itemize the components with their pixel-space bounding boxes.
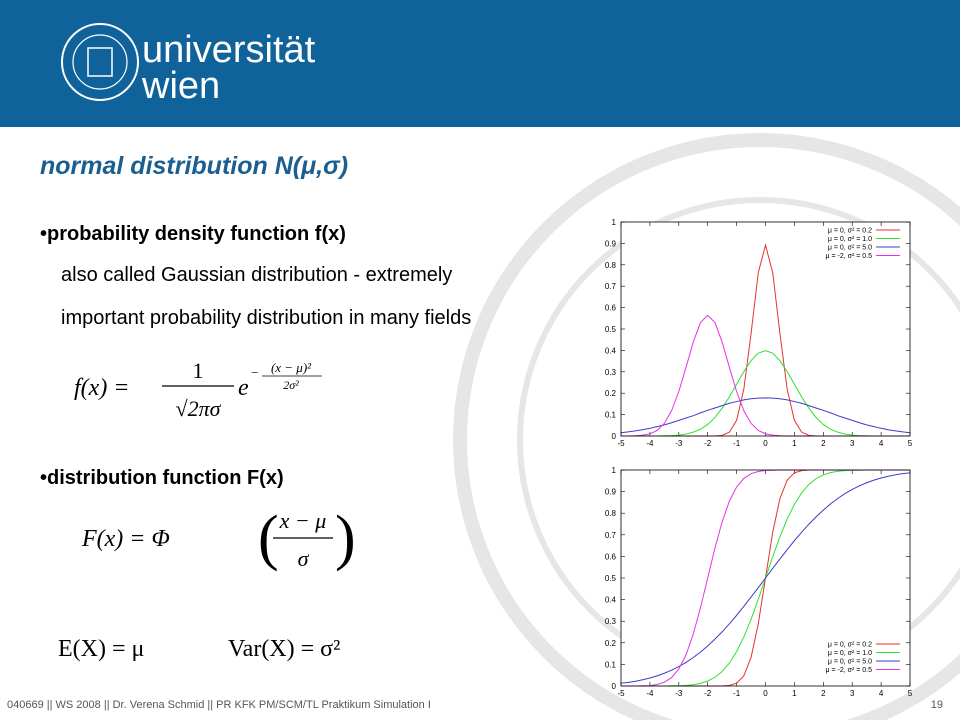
plot-area <box>621 222 910 436</box>
footer: 040669 || WS 2008 || Dr. Verena Schmid |… <box>7 699 431 711</box>
y-tick-label: 0.1 <box>605 660 617 669</box>
legend-label: μ = 0, σ² = 5.0 <box>828 659 872 666</box>
x-tick-label: -2 <box>704 689 712 698</box>
y-tick-label: 0.8 <box>605 509 617 518</box>
y-tick-label: 0.2 <box>605 389 617 398</box>
x-tick-label: -4 <box>646 439 654 448</box>
bullet: •distribution function F(x) <box>40 467 284 489</box>
formula-moments: E(X) = μ Var(X) = σ² <box>58 636 340 662</box>
x-tick-label: -3 <box>675 439 683 448</box>
y-tick-label: 1 <box>612 466 617 475</box>
formula-part: E(X) = μ <box>58 636 144 662</box>
y-tick-label: 0.9 <box>605 239 617 248</box>
page-number: 19 <box>931 699 943 711</box>
y-tick-label: 0.5 <box>605 574 617 583</box>
x-tick-label: 4 <box>879 439 884 448</box>
formula-part: F(x) = Φ <box>81 526 170 552</box>
y-tick-label: 0.7 <box>605 282 617 291</box>
formula-part: ( <box>258 504 279 572</box>
y-tick-label: 0 <box>612 432 617 441</box>
plot-frame <box>620 469 911 687</box>
x-tick-label: -5 <box>617 439 625 448</box>
chart: 0 0.1 0.2 0.3 0.4 0.5 0.6 0.7 0.8 0.9 1 -5 -4 -3 -2 -1 0… <box>605 218 913 448</box>
formula-part: e <box>238 375 249 401</box>
formula-pdf: f(x) = 1 √2πσ e − (x − μ)² 2σ² <box>74 358 322 421</box>
x-tick-label: -3 <box>675 689 683 698</box>
y-tick-label: 0.3 <box>605 368 617 377</box>
y-tick-label: 0.4 <box>605 346 617 355</box>
y-tick-label: 0.1 <box>605 411 617 420</box>
x-tick-label: -1 <box>733 439 741 448</box>
x-tick-label: 0 <box>763 439 768 448</box>
formula-part: σ <box>298 546 310 571</box>
legend-label: μ = 0, σ² = 1.0 <box>828 236 872 243</box>
y-tick-label: 0.8 <box>605 261 617 270</box>
y-tick-label: 0.4 <box>605 596 617 605</box>
logo-text: universität <box>142 29 316 71</box>
x-tick-label: 1 <box>792 439 797 448</box>
y-tick-label: 0.6 <box>605 304 617 313</box>
formula-part: Var(X) = σ² <box>228 636 340 662</box>
x-tick-label: 2 <box>821 689 826 698</box>
legend-label: μ = 0, σ² = 1.0 <box>828 650 872 657</box>
legend-label: μ = -2, σ² = 0.5 <box>826 667 873 674</box>
formula-part: (x − μ)² <box>271 360 312 375</box>
plot-frame <box>620 221 911 437</box>
body-text: important probability distribution in ma… <box>61 307 471 329</box>
y-tick-label: 0.7 <box>605 531 617 540</box>
body-text: also called Gaussian distribution - extr… <box>61 264 452 286</box>
formula-cdf: F(x) = Φ ( x − μ σ ) <box>81 504 356 572</box>
header-bar <box>0 0 960 127</box>
y-tick-label: 0.9 <box>605 488 617 497</box>
formula-part: ) <box>335 504 356 572</box>
x-tick-label: 4 <box>879 689 884 698</box>
legend-label: μ = 0, σ² = 0.2 <box>828 642 872 649</box>
formula-part: √2πσ <box>176 396 222 421</box>
formula-part: − <box>251 365 258 380</box>
formula-part: 1 <box>193 358 204 383</box>
x-tick-label: -1 <box>733 689 741 698</box>
y-tick-label: 0.2 <box>605 639 617 648</box>
slide-title: normal distribution N(μ,σ) <box>40 152 348 180</box>
formula-part: f(x) = <box>74 375 130 401</box>
legend-label: μ = 0, σ² = 5.0 <box>828 245 872 252</box>
y-tick-label: 1 <box>612 218 617 227</box>
x-tick-label: -4 <box>646 689 654 698</box>
x-tick-label: 5 <box>908 439 913 448</box>
bullet: •probability density function f(x) <box>40 223 346 245</box>
y-tick-label: 0.5 <box>605 325 617 334</box>
x-tick-label: -5 <box>617 689 625 698</box>
logo-seal <box>61 23 139 101</box>
legend-label: μ = -2, σ² = 0.5 <box>826 253 873 260</box>
formula-part: 2σ² <box>283 378 299 392</box>
formula-part: x − μ <box>279 508 327 533</box>
logo-text: wien <box>141 65 220 107</box>
series-line <box>620 472 911 684</box>
legend-label: μ = 0, σ² = 0.2 <box>828 228 872 235</box>
x-tick-label: 1 <box>792 689 797 698</box>
chart: 0 0.1 0.2 0.3 0.4 0.5 0.6 0.7 0.8 0.9 1 -5 -4 -3 -2 -1 0… <box>605 466 913 698</box>
x-tick-label: 2 <box>821 439 826 448</box>
y-tick-label: 0.6 <box>605 552 617 561</box>
y-tick-label: 0 <box>612 682 617 691</box>
y-tick-label: 0.3 <box>605 617 617 626</box>
x-tick-label: 0 <box>763 689 768 698</box>
x-tick-label: 5 <box>908 689 913 698</box>
series-line <box>620 397 911 434</box>
x-tick-label: 3 <box>850 439 855 448</box>
x-tick-label: 3 <box>850 689 855 698</box>
x-tick-label: -2 <box>704 439 712 448</box>
